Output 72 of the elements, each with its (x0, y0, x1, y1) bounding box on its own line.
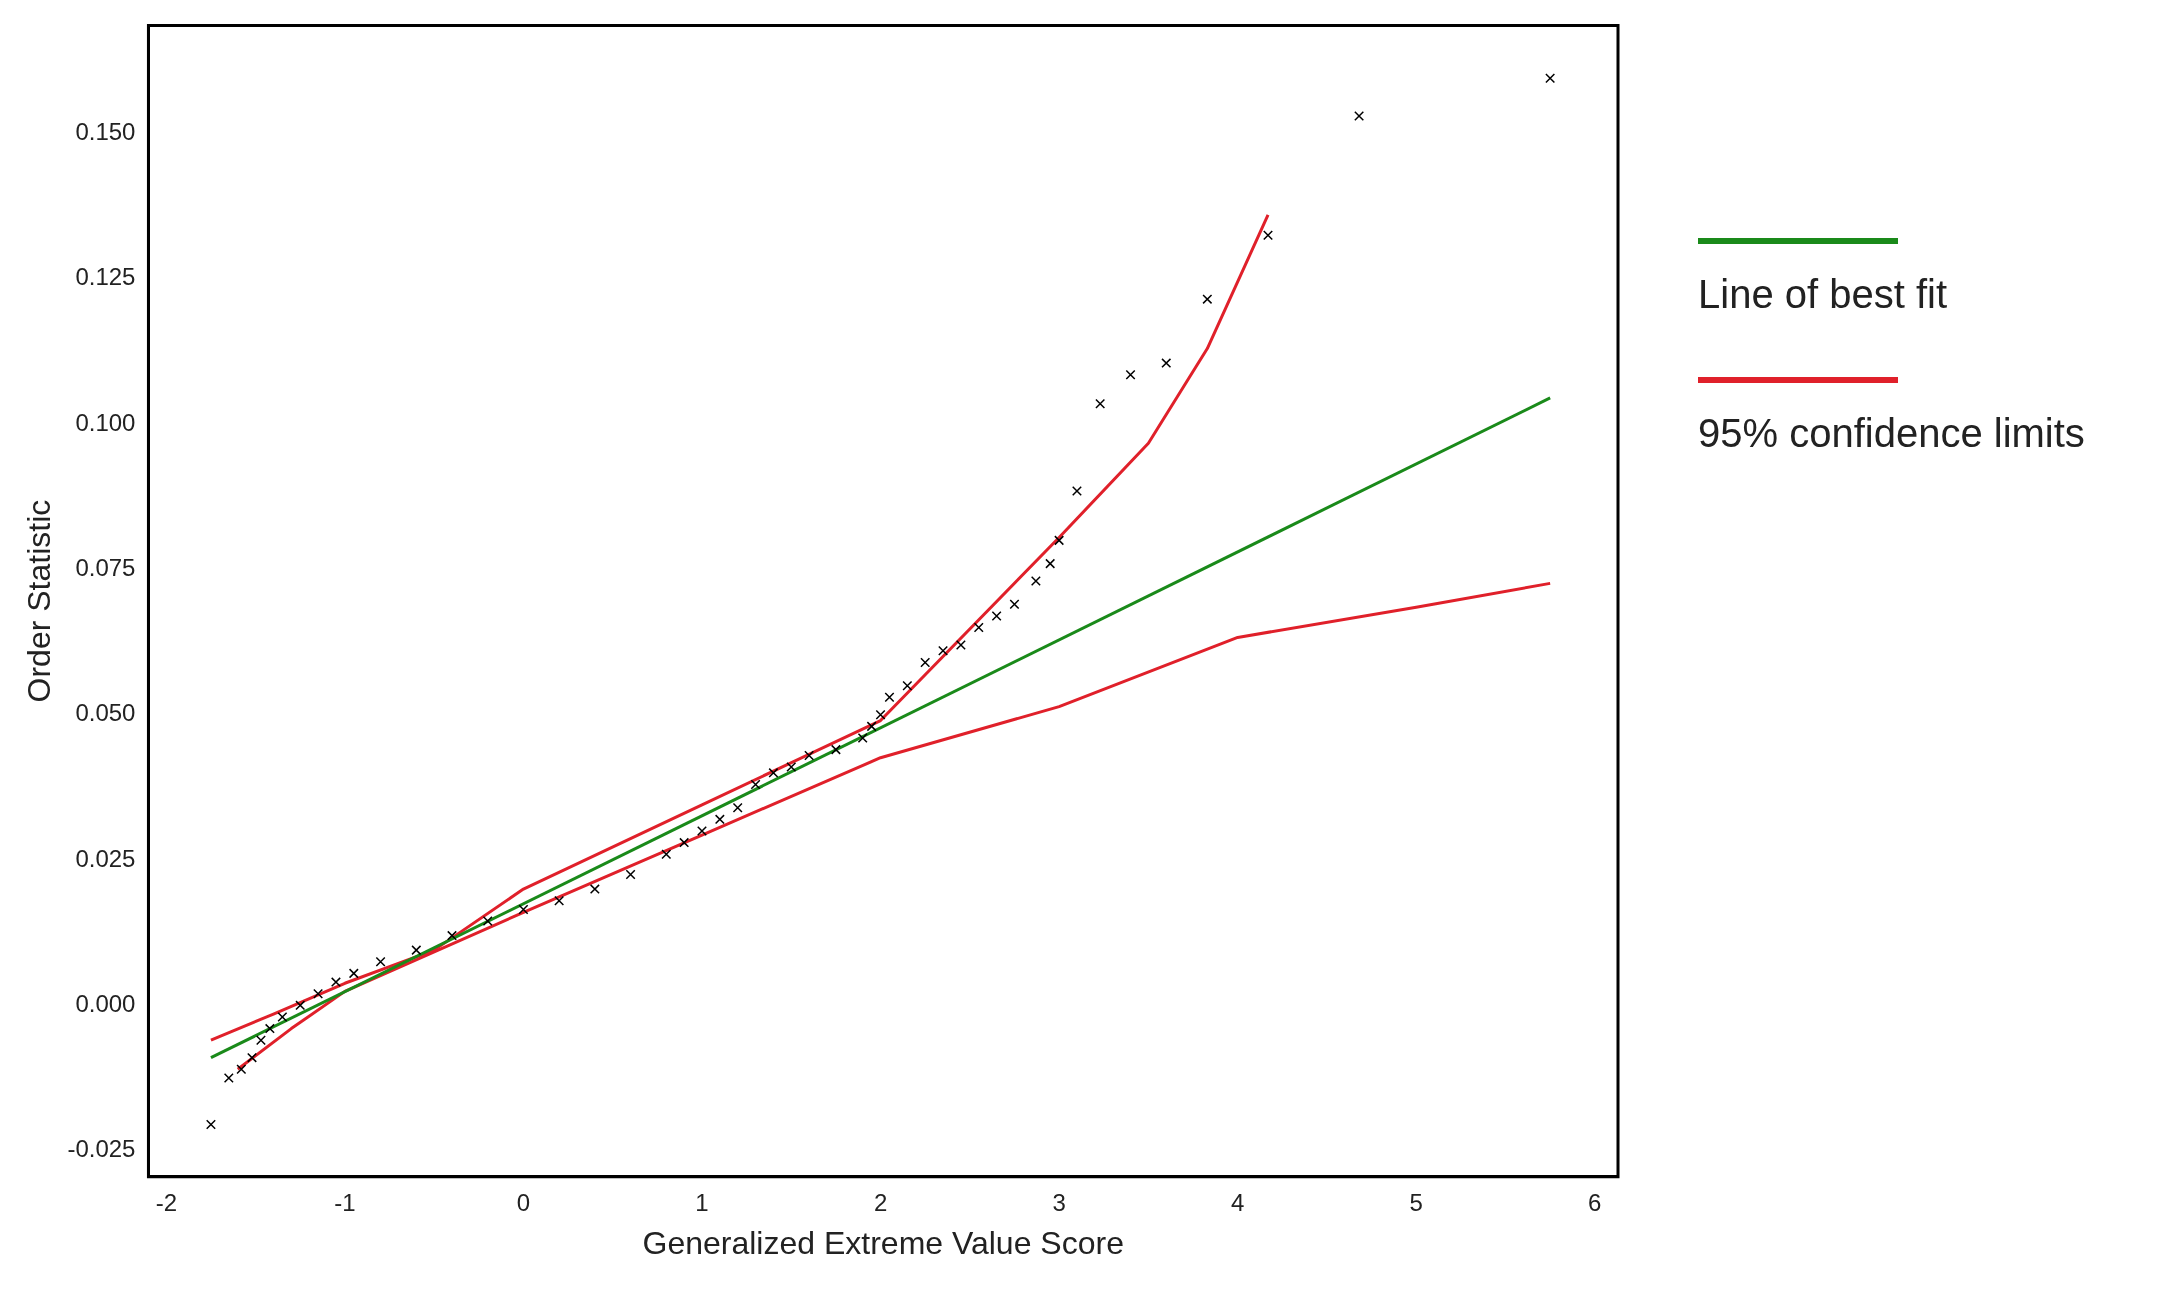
point (1263, 230, 1274, 241)
point (866, 721, 877, 732)
y-tick-label: 0.075 (75, 554, 136, 582)
point (875, 709, 886, 720)
point (1030, 576, 1041, 587)
point (411, 945, 422, 956)
point (714, 814, 725, 825)
point (661, 849, 672, 860)
point (938, 645, 949, 656)
point (920, 657, 931, 668)
point (1125, 369, 1136, 380)
x-axis-title: Generalized Extreme Value Score (642, 1224, 1124, 1261)
point (277, 1011, 288, 1022)
point (804, 750, 815, 761)
y-tick-label: 0.125 (75, 263, 136, 291)
point (625, 869, 636, 880)
x-tick-label: 3 (1052, 1188, 1066, 1216)
point (1054, 535, 1065, 546)
point (223, 1073, 234, 1083)
point (447, 930, 457, 941)
point (255, 1035, 266, 1046)
x-tick-label: 0 (516, 1188, 531, 1216)
point (295, 1000, 306, 1011)
point (482, 916, 493, 927)
point (902, 680, 913, 691)
point (247, 1052, 258, 1063)
point (830, 744, 841, 755)
y-axis-title: Order Statistic (21, 499, 58, 703)
y-tick-label: 0.050 (75, 699, 136, 727)
point (696, 825, 707, 836)
x-tick-label: 4 (1230, 1188, 1245, 1216)
point (955, 639, 966, 650)
legend-label: Line of best fit (1698, 272, 1949, 317)
y-tick-label: 0.150 (75, 118, 136, 146)
point (857, 732, 868, 743)
point (554, 895, 565, 906)
point (768, 767, 779, 778)
point (236, 1064, 247, 1075)
point (750, 779, 761, 790)
y-tick-label: 0.000 (75, 989, 136, 1017)
point (518, 904, 529, 915)
point (589, 884, 600, 895)
point (1009, 599, 1020, 610)
x-tick-label: 1 (695, 1188, 709, 1216)
y-tick-label: -0.025 (67, 1135, 136, 1163)
x-tick-label: -1 (334, 1188, 356, 1216)
y-tick-label: 0.100 (75, 408, 136, 436)
point (348, 968, 359, 979)
point (1071, 485, 1082, 496)
y-tick-label: 0.025 (75, 844, 136, 872)
point (1095, 398, 1106, 409)
point (1202, 294, 1213, 305)
point (973, 622, 984, 633)
point (884, 692, 895, 703)
x-tick-label: -2 (155, 1188, 177, 1216)
point (1045, 558, 1056, 569)
x-tick-label: 2 (873, 1188, 888, 1216)
point (1545, 73, 1556, 84)
point (313, 988, 324, 999)
point (1161, 358, 1172, 369)
point (786, 762, 797, 773)
legend-label: 95% confidence limits (1698, 411, 2086, 456)
point (264, 1023, 275, 1034)
point (330, 977, 341, 988)
point (1354, 111, 1365, 122)
point (732, 802, 743, 813)
x-tick-label: 5 (1409, 1188, 1423, 1216)
point (375, 956, 386, 967)
point (679, 837, 690, 848)
point (991, 610, 1002, 621)
point (205, 1119, 216, 1130)
x-tick-label: 6 (1588, 1188, 1602, 1216)
